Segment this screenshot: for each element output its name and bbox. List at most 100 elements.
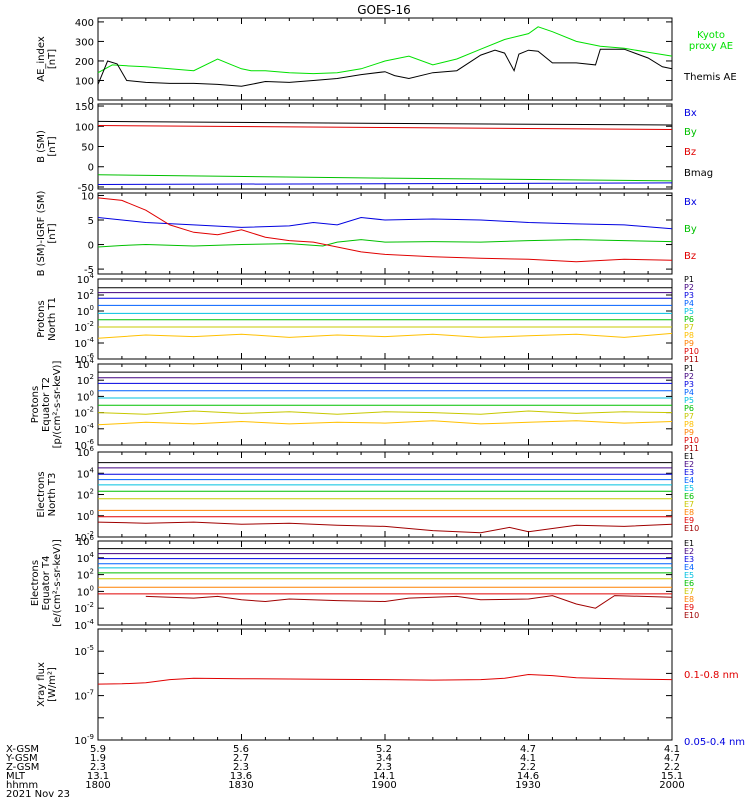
y-tick-label: 104 bbox=[77, 357, 95, 371]
legend-entry: By bbox=[684, 224, 697, 235]
y-tick-label: 400 bbox=[75, 18, 94, 29]
ephemeris-value: 14.1 bbox=[373, 771, 395, 782]
legend-entry: Themis AE bbox=[683, 72, 737, 83]
series-p8 bbox=[97, 420, 673, 426]
ephemeris-value: 15.1 bbox=[661, 771, 683, 782]
legend-entry: Kyoto bbox=[697, 30, 725, 41]
y-tick-label: 100 bbox=[77, 509, 94, 523]
panel-5: 10-6 10-4 10-2 100 102 104 Protons Equator T2 [p… bbox=[30, 357, 699, 453]
panel-frame bbox=[97, 628, 673, 741]
y-tick-label: 102 bbox=[77, 568, 94, 582]
legend-entry: E2 bbox=[684, 460, 694, 469]
ephemeris-label: Y-GSM bbox=[5, 753, 38, 764]
ephemeris-value: 4.1 bbox=[664, 744, 680, 755]
ephemeris-value: 2.3 bbox=[90, 762, 106, 773]
y-tick-label: 106 bbox=[77, 534, 95, 548]
legend-entry: Bmag bbox=[684, 168, 713, 179]
y-tick-label: 10-4 bbox=[74, 618, 94, 632]
series-p8 bbox=[97, 332, 673, 339]
legend-entry: E4 bbox=[684, 476, 694, 485]
y-tick-label: 10-2 bbox=[74, 601, 94, 615]
y-tick-label: -5 bbox=[84, 265, 94, 276]
y-tick-label: 104 bbox=[77, 272, 95, 286]
ephemeris-value: 5.2 bbox=[376, 744, 392, 755]
y-tick-label: 10-7 bbox=[74, 689, 94, 703]
legend-entry: P6 bbox=[684, 315, 694, 324]
panel-frame bbox=[97, 192, 673, 275]
ephemeris-value: 5.6 bbox=[233, 744, 249, 755]
series-bmag bbox=[97, 120, 673, 126]
ephemeris-label: Z-GSM bbox=[6, 762, 39, 773]
legend-entry: E6 bbox=[684, 579, 694, 588]
legend-entry: E9 bbox=[684, 603, 694, 612]
ephemeris-value: 14.6 bbox=[517, 771, 539, 782]
ephemeris-value: 5.9 bbox=[90, 744, 106, 755]
panel-7: 10-4 10-2 100 102 104 106 Electrons Equator T4[… bbox=[30, 534, 699, 632]
ephemeris-label: hhmm bbox=[6, 780, 38, 791]
y-tick-label: 10-2 bbox=[74, 320, 94, 334]
y-tick-label: 100 bbox=[75, 122, 94, 133]
y-axis-label: B (SM)-IGRF (SM) bbox=[36, 191, 47, 277]
y-axis-label: Protons bbox=[36, 300, 47, 337]
y-tick-label: 104 bbox=[77, 551, 95, 565]
y-axis-label: Xray flux bbox=[36, 662, 47, 707]
y-tick-label: 100 bbox=[77, 584, 94, 598]
y-tick-label: 10-2 bbox=[74, 406, 94, 420]
ephemeris-value: 2.2 bbox=[664, 762, 680, 773]
legend-entry: P7 bbox=[684, 412, 694, 421]
series-bz bbox=[97, 125, 673, 130]
panel-frame bbox=[97, 17, 673, 101]
series-e10 bbox=[97, 521, 673, 534]
panel-frame bbox=[97, 278, 673, 360]
ephemeris-value: 2.3 bbox=[233, 762, 249, 773]
ephemeris-value: 1830 bbox=[228, 780, 253, 791]
y-axis-label: B (SM) bbox=[36, 130, 47, 163]
legend-entry: Bz bbox=[684, 147, 696, 158]
y-tick-label: 10-6 bbox=[74, 352, 94, 366]
legend-entry: E2 bbox=[684, 547, 694, 556]
ephemeris-value: 1.9 bbox=[90, 753, 106, 764]
y-tick-label: 5 bbox=[88, 216, 94, 227]
legend-entry: P5 bbox=[684, 307, 694, 316]
legend-entry: P9 bbox=[684, 428, 694, 437]
series-p7 bbox=[97, 410, 673, 415]
y-axis-label: [p/(cm²-s-sr-keV)] bbox=[52, 361, 63, 449]
legend-entry: E4 bbox=[684, 563, 694, 572]
y-tick-label: 10-6 bbox=[74, 438, 94, 452]
series-e10 bbox=[145, 595, 673, 609]
y-axis-label: [nT] bbox=[47, 223, 58, 243]
y-tick-label: 100 bbox=[75, 76, 94, 87]
y-tick-label: 0 bbox=[88, 163, 94, 174]
legend-entry: E8 bbox=[684, 595, 694, 604]
legend-entry: P7 bbox=[684, 323, 694, 332]
panel-4: 10-6 10-4 10-2 100 102 104 Protons North T1 P1P2… bbox=[36, 272, 699, 366]
y-axis-label: [e/(cm²-s-sr-keV)] bbox=[52, 539, 63, 627]
ephemeris-label: X-GSM bbox=[6, 744, 39, 755]
legend-entry: E7 bbox=[684, 500, 694, 509]
panel-2: -50 0 50 100 150 B (SM) [nT] Bx By Bz Bmag bbox=[36, 102, 713, 194]
y-axis-label: AE_index bbox=[36, 36, 47, 82]
y-tick-label: 100 bbox=[77, 389, 94, 403]
panel-3: -5 0 5 10 B (SM)-IGRF (SM) [nT] Bx By Bz bbox=[36, 191, 697, 277]
legend-entry: P4 bbox=[684, 388, 694, 397]
ephemeris-value: 1930 bbox=[515, 780, 540, 791]
legend-entry: Bz bbox=[684, 251, 696, 262]
legend-entry: P5 bbox=[684, 396, 694, 405]
legend-entry: P8 bbox=[684, 331, 694, 340]
y-tick-label: 10-2 bbox=[74, 530, 94, 544]
legend-entry: P3 bbox=[684, 380, 694, 389]
y-axis-label: Electrons bbox=[36, 471, 47, 517]
legend-entry: P6 bbox=[684, 404, 694, 413]
series-by bbox=[97, 174, 673, 182]
y-tick-label: 102 bbox=[77, 373, 94, 387]
panel-frame bbox=[97, 451, 673, 538]
legend-entry: proxy AE bbox=[689, 41, 733, 52]
legend-entry: Bx bbox=[684, 197, 697, 208]
ephemeris-date: 2021 Nov 23 bbox=[6, 789, 70, 800]
legend-entry: E3 bbox=[684, 468, 694, 477]
series-0-1-0-8-nm bbox=[97, 673, 673, 685]
ephemeris-value: 3.4 bbox=[376, 753, 392, 764]
y-tick-label: 10 bbox=[81, 191, 94, 202]
